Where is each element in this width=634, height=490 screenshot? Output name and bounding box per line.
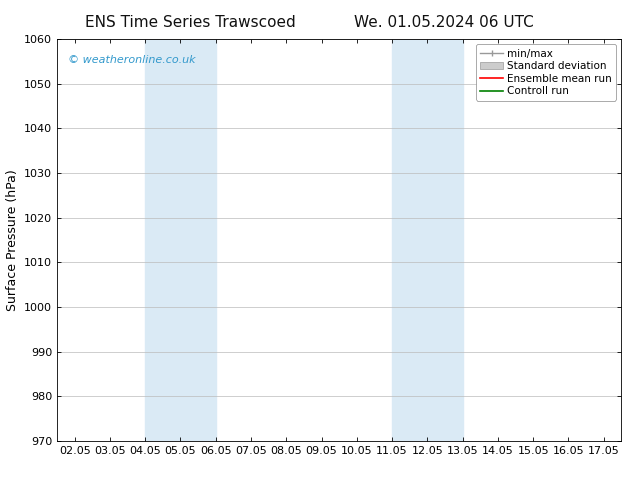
Text: We. 01.05.2024 06 UTC: We. 01.05.2024 06 UTC (354, 15, 534, 30)
Bar (392, 39, 463, 441)
Text: © weatheronline.co.uk: © weatheronline.co.uk (68, 55, 196, 65)
Bar (145, 39, 216, 441)
Legend: min/max, Standard deviation, Ensemble mean run, Controll run: min/max, Standard deviation, Ensemble me… (476, 45, 616, 100)
Text: ENS Time Series Trawscoed: ENS Time Series Trawscoed (85, 15, 295, 30)
Y-axis label: Surface Pressure (hPa): Surface Pressure (hPa) (6, 169, 18, 311)
